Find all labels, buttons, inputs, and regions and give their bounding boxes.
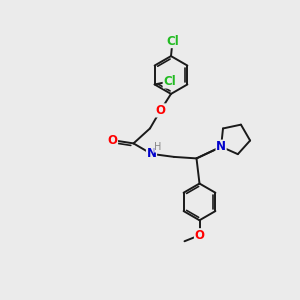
Text: O: O [155, 104, 166, 117]
Text: Cl: Cl [166, 34, 179, 48]
Text: Cl: Cl [163, 75, 176, 88]
Text: H: H [154, 142, 162, 152]
Text: N: N [146, 147, 157, 161]
Text: N: N [216, 140, 226, 153]
Text: O: O [107, 134, 118, 147]
Text: O: O [194, 229, 205, 242]
